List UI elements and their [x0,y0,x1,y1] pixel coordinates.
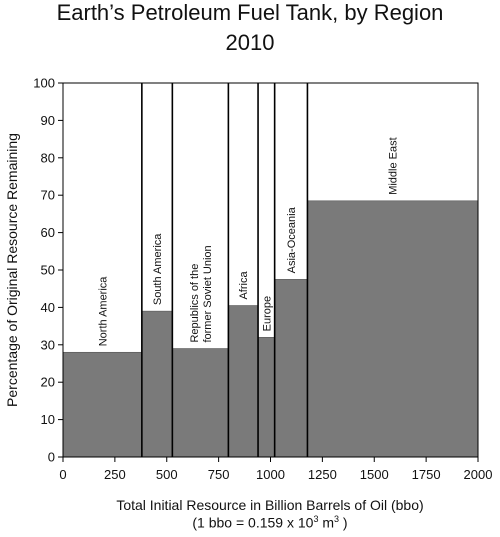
bar-asia-oceania [274,279,308,458]
y-tick-label: 0 [48,450,55,465]
x-tick-label: 1500 [360,467,389,482]
region-label-line: North America [97,276,109,347]
y-tick-label: 30 [41,337,55,352]
chart-title: Earth’s Petroleum Fuel Tank, by Region [56,0,444,25]
region-label: Middle East [388,137,400,194]
chart-subtitle: 2010 [225,30,275,55]
x-tick-label: 500 [156,467,178,482]
x-tick-label: 750 [208,467,230,482]
x-tick-label: 2000 [464,467,493,482]
region-label: Europe [261,296,273,331]
x-tick-label: 0 [59,467,66,482]
y-tick-label: 40 [41,300,55,315]
y-tick-label: 60 [41,225,55,240]
region-label-line: Africa [238,271,250,300]
region-label: South America [152,233,164,305]
y-tick-label: 90 [41,113,55,128]
bar-south-america [141,310,173,458]
region-label: Asia-Oceania [286,206,298,273]
region-label-line: Middle East [388,137,400,194]
region-label-line: former Soviet Union [202,245,214,342]
y-tick-label: 50 [41,263,55,278]
region-label: Africa [238,271,250,300]
x-axis-label: Total Initial Resource in Billion Barrel… [116,497,424,513]
y-tick-label: 10 [41,412,55,427]
bar-north-america [62,351,143,458]
bar-europe [257,337,275,458]
y-tick-label: 70 [41,188,55,203]
x-tick-label: 250 [104,467,126,482]
region-label: Republics of theformer Soviet Union [189,245,214,342]
y-tick-label: 20 [41,375,55,390]
x-note-mid: m [318,514,335,531]
x-note-suffix: ) [339,514,348,531]
region-label: North America [97,276,109,347]
x-note-exponent-2: 3 [334,514,340,524]
region-label-line: Europe [261,296,273,331]
x-tick-label: 1750 [412,467,441,482]
bar-middle-east [307,200,479,458]
x-axis-unit-note: (1 bbo = 0.159 x 103 m3 ) [60,514,480,531]
bar-africa [228,305,259,458]
x-note-exponent-1: 3 [313,514,319,524]
y-tick-label: 80 [41,150,55,165]
x-note-prefix: (1 bbo = 0.159 x 10 [192,514,314,531]
y-axis-label: Percentage of Original Resource Remainin… [4,133,20,407]
x-tick-label: 1000 [256,467,285,482]
bar-republics-of-the-former-soviet-union [172,348,229,458]
x-tick-label: 1250 [308,467,337,482]
region-label-line: South America [152,233,164,305]
region-label-line: Asia-Oceania [286,206,298,273]
region-label-line: Republics of the [189,264,201,343]
y-tick-label: 100 [33,76,55,91]
